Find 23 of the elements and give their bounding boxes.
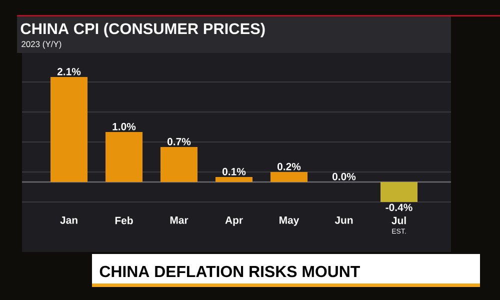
- data-label: 2.1%: [57, 68, 81, 76]
- x-tick-label: Feb: [115, 216, 133, 224]
- data-label: 0.1%: [222, 168, 246, 176]
- text: CHINA DEFLATION RISKS MOUNT: [100, 266, 360, 278]
- x-tick-label: Apr: [225, 216, 243, 226]
- data-label: 0.7%: [167, 138, 191, 146]
- bar: [270, 172, 308, 182]
- chart-subtitle: 2023 (Y/Y): [22, 40, 62, 49]
- bar: [106, 132, 143, 182]
- x-tick-label: Jun: [334, 216, 353, 224]
- chart-title: CHINA CPI (CONSUMER PRICES): [20, 22, 265, 38]
- data-label: -0.4%: [386, 204, 412, 212]
- data-label: 0.2%: [277, 162, 301, 170]
- bar: [380, 182, 418, 202]
- x-tick-label: May: [280, 216, 300, 226]
- data-label: 1.0%: [112, 122, 136, 130]
- x-tick-label: Jan: [60, 216, 78, 224]
- x-tick-label: Jul: [392, 216, 406, 224]
- bar: [216, 177, 252, 182]
- bar: [50, 77, 88, 182]
- data-label: 0.0%: [332, 172, 356, 180]
- bar: [160, 147, 198, 182]
- x-tick-label: Mar: [170, 216, 188, 224]
